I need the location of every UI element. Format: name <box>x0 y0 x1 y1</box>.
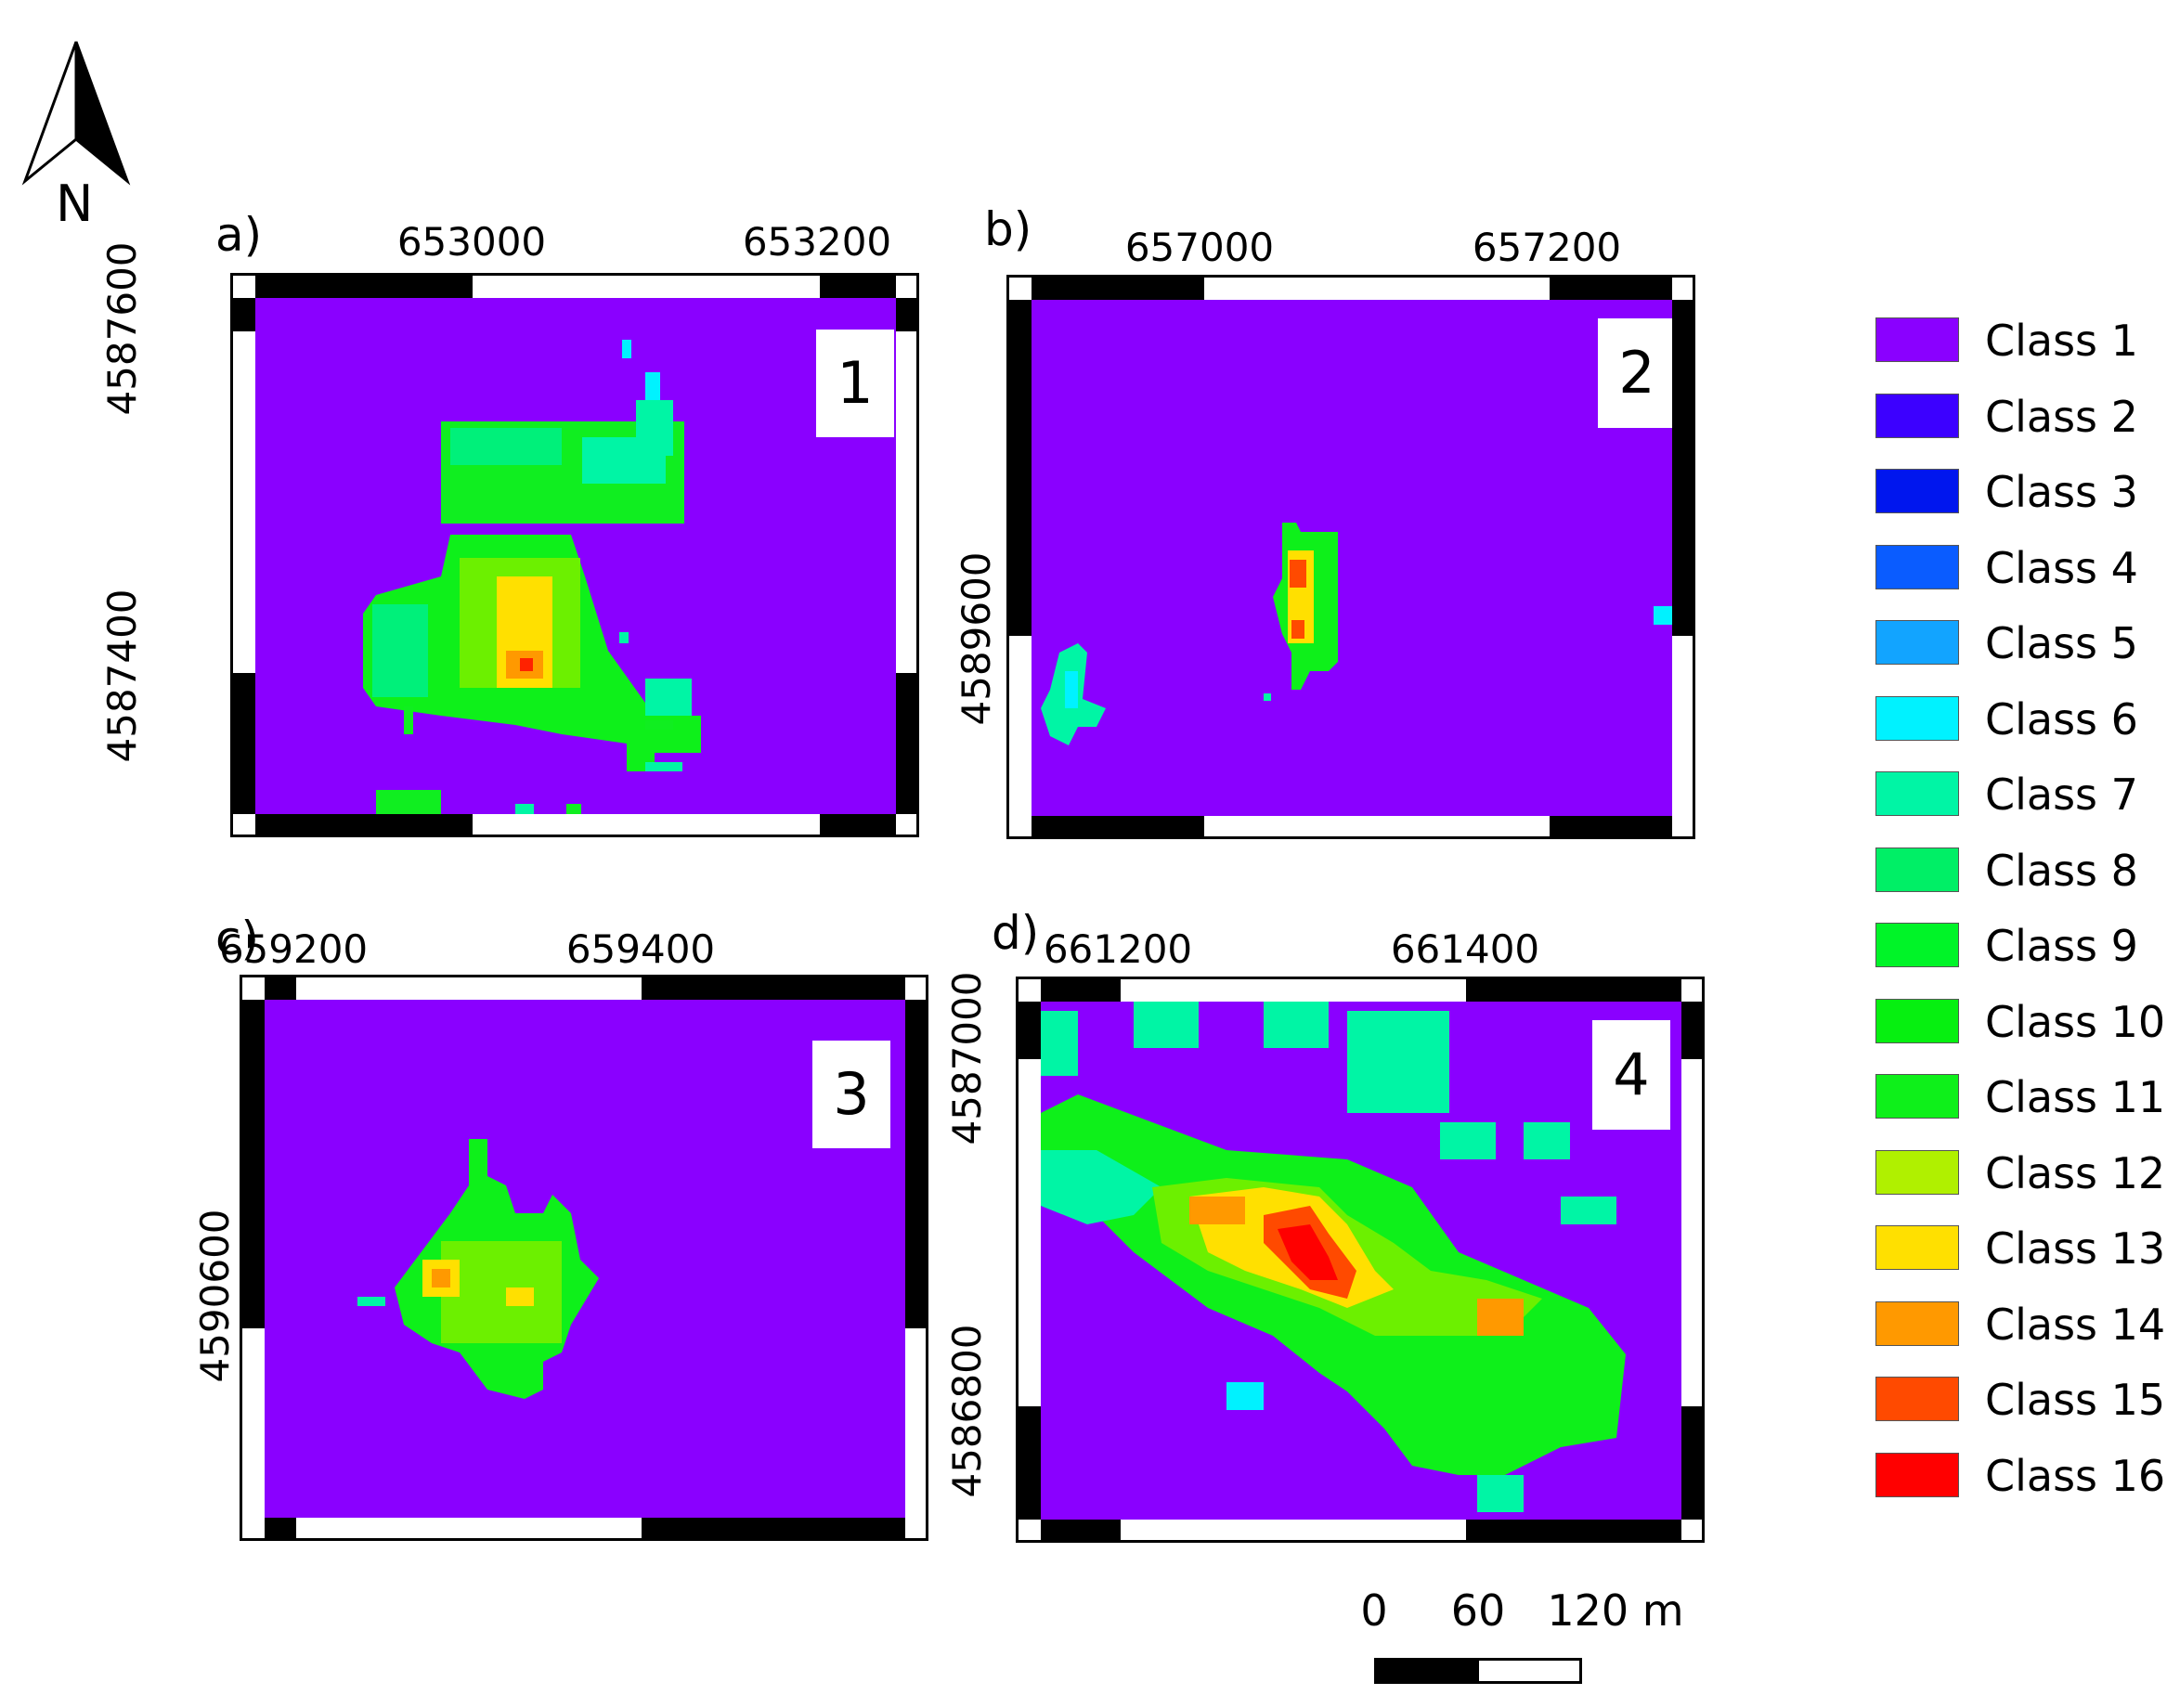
legend-label: Class 3 <box>1985 467 2138 517</box>
panel-letter-a: a) <box>215 208 263 262</box>
x-tick-d-1: 661200 <box>1043 926 1193 972</box>
y-tick-b-1: 4589600 <box>954 551 999 726</box>
raster-c: 3 <box>265 1000 905 1518</box>
panel-number-3: 3 <box>812 1041 890 1148</box>
panel-number-4: 4 <box>1592 1020 1670 1130</box>
legend-label: Class 15 <box>1985 1375 2166 1425</box>
x-tick-b-2: 657200 <box>1472 225 1622 270</box>
legend-swatch <box>1875 1149 1959 1195</box>
x-tick-a-1: 653000 <box>396 219 547 265</box>
raster-a: 1 <box>255 298 896 814</box>
x-tick-c-2: 659400 <box>565 926 716 972</box>
legend-label: Class 8 <box>1985 845 2138 896</box>
legend-swatch <box>1875 923 1959 967</box>
legend-label: Class 4 <box>1985 542 2138 593</box>
legend-label: Class 13 <box>1985 1223 2166 1274</box>
legend-label: Class 5 <box>1985 618 2138 668</box>
legend-label: Class 2 <box>1985 391 2138 442</box>
y-tick-d-2: 4586800 <box>944 1324 990 1498</box>
map-panel-c: 3 <box>240 975 928 1541</box>
legend-swatch <box>1875 998 1959 1043</box>
x-tick-c-1: 659200 <box>218 926 369 972</box>
scale-label-0: 0 <box>1360 1585 1388 1636</box>
raster-b: 2 <box>1032 300 1672 816</box>
x-tick-d-2: 661400 <box>1390 926 1540 972</box>
legend-swatch <box>1875 317 1959 362</box>
legend-label: Class 16 <box>1985 1450 2166 1501</box>
map-panel-b: 2 <box>1006 275 1695 839</box>
north-arrow-icon <box>21 41 131 186</box>
y-tick-d-1: 4587000 <box>944 971 990 1145</box>
legend-swatch <box>1875 695 1959 741</box>
legend-label: Class 9 <box>1985 921 2138 971</box>
panel-number-1: 1 <box>816 330 894 437</box>
x-tick-a-2: 653200 <box>742 219 892 265</box>
y-tick-c-1: 4590600 <box>192 1209 238 1383</box>
legend-swatch <box>1875 620 1959 665</box>
legend-label: Class 11 <box>1985 1072 2166 1122</box>
north-arrow <box>20 37 132 241</box>
legend-label: Class 12 <box>1985 1147 2166 1198</box>
scale-label-120: 120 m <box>1547 1585 1684 1636</box>
panel-letter-d: d) <box>992 906 1040 960</box>
legend-swatch <box>1875 1225 1959 1270</box>
raster-d: 4 <box>1041 1002 1681 1520</box>
scale-bar <box>1374 1658 1582 1684</box>
legend-swatch <box>1875 1300 1959 1346</box>
y-tick-a-2: 4587400 <box>99 589 145 763</box>
legend-swatch <box>1875 393 1959 438</box>
north-label: N <box>56 175 94 233</box>
panel-number-2: 2 <box>1598 318 1672 428</box>
legend-label: Class 6 <box>1985 693 2138 744</box>
y-tick-a-1: 4587600 <box>99 241 145 416</box>
panel-letter-c: c) <box>215 912 259 965</box>
legend-swatch <box>1875 1377 1959 1421</box>
legend-swatch <box>1875 469 1959 513</box>
legend-swatch <box>1875 544 1959 589</box>
panel-letter-b: b) <box>984 202 1032 256</box>
map-panel-d: 4 <box>1016 977 1705 1543</box>
scale-label-60: 60 <box>1450 1585 1506 1636</box>
legend-label: Class 10 <box>1985 996 2166 1047</box>
legend-swatch <box>1875 1452 1959 1497</box>
legend-swatch <box>1875 771 1959 816</box>
legend-label: Class 7 <box>1985 770 2138 820</box>
legend-swatch <box>1875 847 1959 892</box>
legend-label: Class 14 <box>1985 1299 2166 1350</box>
legend-label: Class 1 <box>1985 316 2138 366</box>
map-panel-a: 1 <box>230 273 919 837</box>
legend-swatch <box>1875 1074 1959 1119</box>
x-tick-b-1: 657000 <box>1124 225 1275 270</box>
